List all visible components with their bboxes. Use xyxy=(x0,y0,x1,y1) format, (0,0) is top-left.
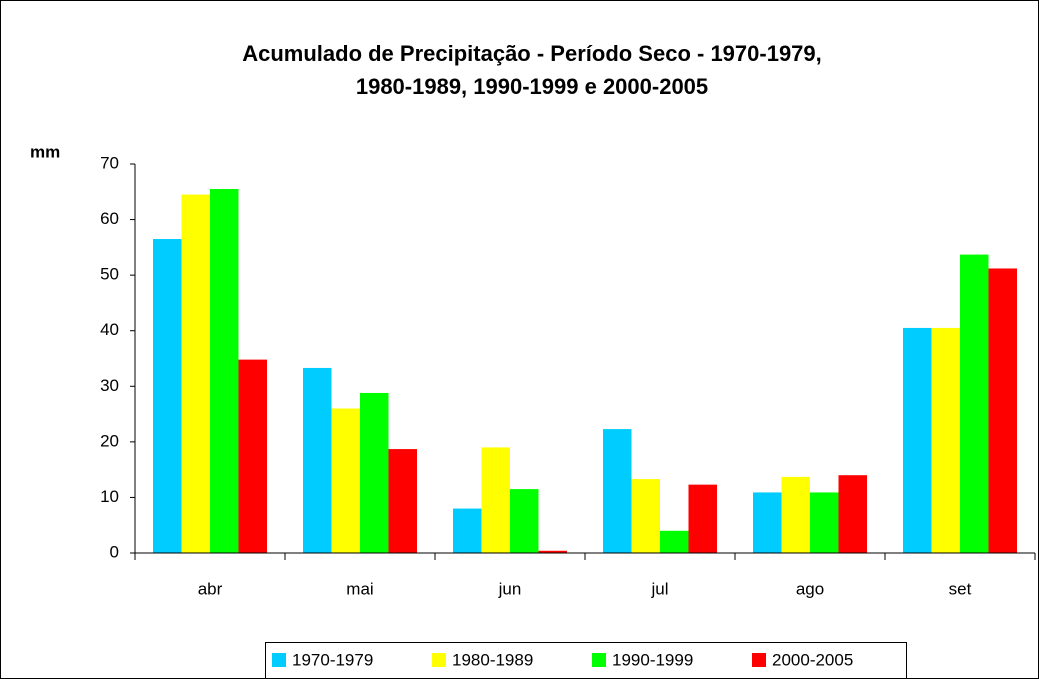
legend-label: 1980-1989 xyxy=(452,650,533,669)
y-tick-label: 60 xyxy=(100,209,119,228)
bar xyxy=(481,447,510,553)
bar xyxy=(988,268,1017,553)
legend-box xyxy=(265,642,907,679)
x-tick-label: set xyxy=(949,579,972,598)
x-tick-label: jun xyxy=(498,579,522,598)
y-tick-label: 0 xyxy=(110,542,119,561)
bar xyxy=(360,392,389,553)
bar xyxy=(153,239,182,553)
legend-swatch xyxy=(432,653,446,667)
bar xyxy=(753,492,782,553)
legend-swatch xyxy=(752,653,766,667)
y-tick-label: 70 xyxy=(100,153,119,172)
bar xyxy=(238,359,267,553)
y-tick-label: 50 xyxy=(100,265,119,284)
bar xyxy=(603,429,632,553)
legend-label: 1970-1979 xyxy=(292,650,373,669)
legend-swatch xyxy=(272,653,286,667)
legend-label: 1990-1999 xyxy=(612,650,693,669)
bar xyxy=(810,492,839,553)
bar xyxy=(453,508,482,553)
y-tick-label: 30 xyxy=(100,376,119,395)
bar xyxy=(388,449,417,553)
chart-title: 1980-1989, 1990-1999 e 2000-2005 xyxy=(356,74,708,99)
y-tick-label: 40 xyxy=(100,320,119,339)
bar xyxy=(688,484,717,553)
chart-title: Acumulado de Precipitação - Período Seco… xyxy=(242,41,822,66)
bar xyxy=(960,254,989,553)
bar xyxy=(931,327,960,553)
bar xyxy=(781,476,810,553)
bar xyxy=(331,408,360,553)
x-tick-label: mai xyxy=(346,579,373,598)
y-tick-label: 10 xyxy=(100,487,119,506)
bar xyxy=(538,550,567,553)
x-tick-label: jul xyxy=(650,579,668,598)
bar xyxy=(510,489,539,553)
y-tick-label: 20 xyxy=(100,431,119,450)
legend-swatch xyxy=(592,653,606,667)
x-tick-label: ago xyxy=(796,579,824,598)
bar xyxy=(181,194,210,554)
bar xyxy=(631,479,660,553)
y-axis-label: mm xyxy=(30,142,60,161)
bar xyxy=(210,189,239,553)
bar xyxy=(303,367,332,553)
bar xyxy=(660,530,689,553)
bar xyxy=(903,327,932,553)
bar xyxy=(838,475,867,553)
legend-label: 2000-2005 xyxy=(772,650,853,669)
x-tick-label: abr xyxy=(198,579,223,598)
